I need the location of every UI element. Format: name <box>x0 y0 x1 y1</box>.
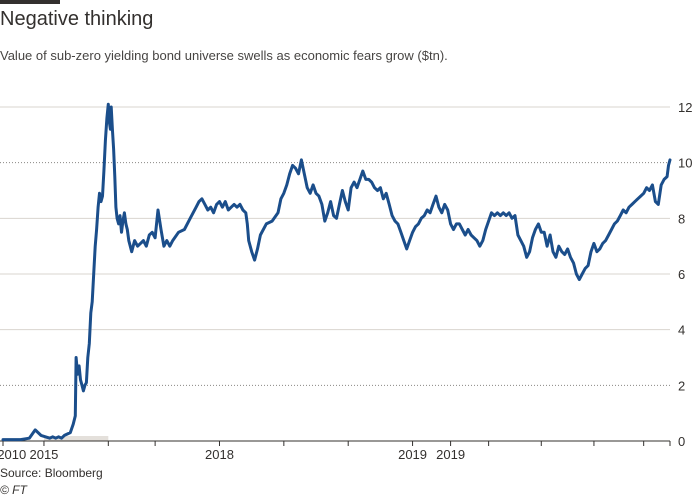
shade-band <box>43 436 109 441</box>
x-tick-label: 2010 <box>0 447 26 462</box>
chart-title: Negative thinking <box>0 8 154 30</box>
x-tick-label: 2018 <box>205 447 234 462</box>
y-tick-label: 4 <box>678 323 685 338</box>
shaded-band <box>43 436 109 441</box>
x-axis: 2010 2015 2018 2019 2019 <box>0 440 671 462</box>
y-tick-label: 0 <box>678 434 685 449</box>
x-tick-label: 2019 <box>398 447 427 462</box>
y-tick-label: 2 <box>678 378 685 393</box>
y-tick-label: 8 <box>678 211 685 226</box>
series-group <box>1 102 672 442</box>
copyright-note: © FT <box>0 483 27 497</box>
x-tick-label: 2015 <box>29 447 58 462</box>
line-chart: 0 2 4 6 8 10 12 2010 2015 2018 2019 2019 <box>0 100 692 462</box>
y-axis-labels: 0 2 4 6 8 10 12 <box>678 100 692 449</box>
gridlines <box>0 106 670 386</box>
chart-subtitle: Value of sub-zero yielding bond universe… <box>0 48 448 63</box>
source-note: Source: Bloomberg <box>0 466 103 480</box>
x-tick-label: 2019 <box>436 447 465 462</box>
y-tick-label: 12 <box>678 100 692 115</box>
top-rule <box>0 0 60 4</box>
y-tick-label: 6 <box>678 267 685 282</box>
y-tick-label: 10 <box>678 156 692 171</box>
series-line <box>1 102 672 442</box>
